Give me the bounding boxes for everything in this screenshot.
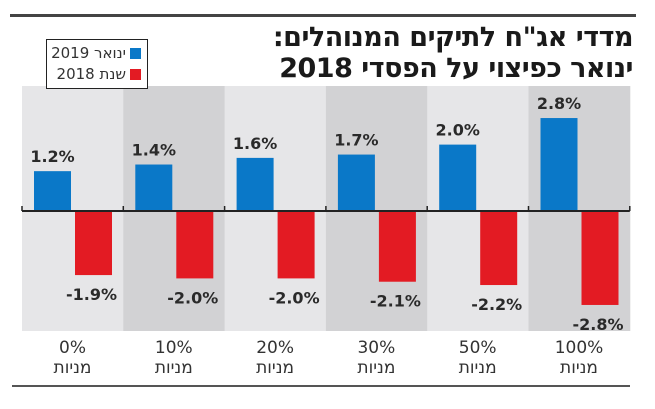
data-label-jan-2019: 1.6% <box>233 134 277 153</box>
x-tick-label-word: מניות <box>458 358 497 378</box>
x-tick-label: 100% מניות <box>529 338 630 378</box>
legend-swatch-red-icon <box>130 68 141 80</box>
x-tick-label-word: מניות <box>560 358 598 378</box>
bar-year-2018 <box>176 212 214 279</box>
legend: ינואר 2019 שנת 2018 <box>46 39 148 89</box>
x-tick-label: 10% מניות <box>123 338 224 378</box>
data-label-year-2018: -2.2% <box>471 295 522 314</box>
bar-jan-2019 <box>34 171 71 211</box>
data-label-jan-2019: 1.2% <box>30 147 74 166</box>
legend-item-year-2018: שנת 2018 <box>57 65 141 83</box>
legend-label: שנת 2018 <box>56 65 126 83</box>
x-tick-label-pct: 20% <box>256 338 294 358</box>
bar-jan-2019 <box>439 144 477 211</box>
data-label-year-2018: -2.0% <box>269 288 320 307</box>
x-tick-label-pct: 0% <box>59 338 86 358</box>
data-label-year-2018: -2.0% <box>167 288 218 307</box>
legend-swatch-blue-icon <box>130 47 141 59</box>
x-tick-label-pct: 30% <box>357 338 396 358</box>
legend-item-jan-2019: ינואר 2019 <box>51 44 141 62</box>
bar-jan-2019 <box>236 157 274 211</box>
bar-year-2018 <box>480 212 518 286</box>
top-rule <box>10 14 636 17</box>
data-label-year-2018: -2.1% <box>370 292 421 311</box>
bar-jan-2019 <box>540 118 578 211</box>
data-label-jan-2019: 2.0% <box>436 121 480 140</box>
x-tick-label-pct: 100% <box>554 338 604 358</box>
bar-year-2018 <box>378 212 416 282</box>
data-label-jan-2019: 1.4% <box>132 141 176 160</box>
x-tick-label-word: מניות <box>154 358 193 378</box>
legend-label: ינואר 2019 <box>51 44 126 62</box>
data-label-year-2018: -2.8% <box>572 315 623 334</box>
bottom-rule <box>12 385 630 387</box>
x-tick-label-word: מניות <box>53 358 92 378</box>
bar-jan-2019 <box>337 154 375 211</box>
chart-title: מדדי אג"ח לתיקים המנוהלים: ינואר כפיצוי … <box>272 22 634 84</box>
x-tick-label-word: מניות <box>357 358 396 378</box>
x-tick-label: 50% מניות <box>427 338 528 378</box>
chart-title-line-1: מדדי אג"ח לתיקים המנוהלים: <box>272 22 634 53</box>
x-tick-label: 0% מניות <box>22 338 123 378</box>
data-label-jan-2019: 1.7% <box>334 131 378 150</box>
bar-year-2018 <box>75 212 112 276</box>
x-tick-label: 30% מניות <box>326 338 427 378</box>
bar-year-2018 <box>277 212 315 279</box>
x-tick-label-pct: 50% <box>458 338 497 358</box>
data-label-year-2018: -1.9% <box>66 285 117 304</box>
x-tick-label: 20% מניות <box>225 338 326 378</box>
bar-jan-2019 <box>135 164 173 211</box>
x-tick-label-word: מניות <box>256 358 295 378</box>
bar-year-2018 <box>581 212 619 305</box>
data-label-jan-2019: 2.8% <box>537 94 581 113</box>
x-tick-label-pct: 10% <box>154 338 193 358</box>
chart-title-line-2: ינואר כפיצוי על הפסדי 2018 <box>279 53 633 84</box>
